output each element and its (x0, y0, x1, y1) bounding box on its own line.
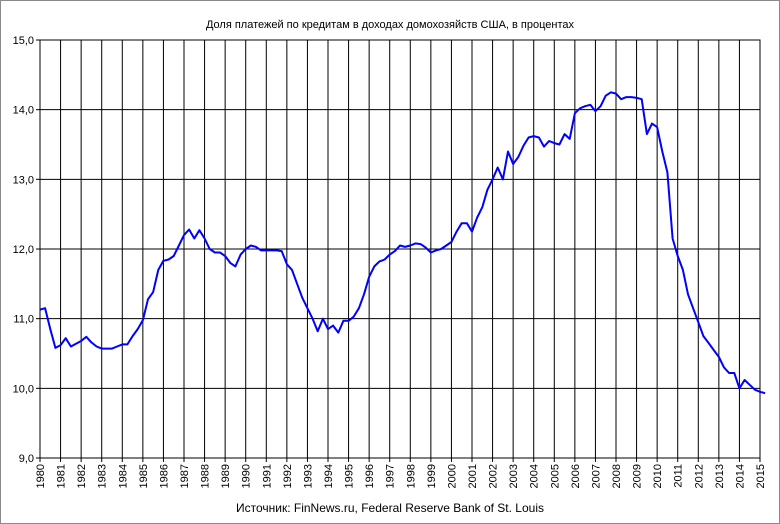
x-tick-label: 2007 (590, 464, 602, 488)
y-tick-label: 13,0 (13, 174, 34, 186)
x-tick-label: 1982 (76, 464, 88, 488)
x-tick-label: 1999 (426, 464, 438, 488)
x-tick-label: 1997 (385, 464, 397, 488)
y-tick-label: 15,0 (13, 35, 34, 47)
x-tick-label: 1991 (261, 464, 273, 488)
x-tick-label: 1992 (282, 464, 294, 488)
x-tick-label: 2014 (734, 464, 746, 488)
x-tick-label: 1981 (56, 464, 68, 488)
x-tick-label: 2001 (467, 464, 479, 488)
chart-source: Источник: FinNews.ru, Federal Reserve Ba… (236, 501, 544, 515)
x-tick-label: 1996 (364, 464, 376, 488)
series-line (39, 91, 766, 395)
x-tick-label: 1994 (323, 464, 335, 488)
x-tick-label: 2006 (570, 464, 582, 488)
x-tick-label: 2002 (488, 464, 500, 488)
x-tick-label: 2015 (755, 464, 767, 488)
x-tick-label: 1998 (405, 464, 417, 488)
x-tick-label: 2010 (652, 464, 664, 488)
x-axis: 1980 1981 1982 1983 1984 1985 1986 1987 1988 1989… (35, 458, 767, 488)
y-axis: 9,0 10,0 11,0 12,0 13,0 14,0 15,0 (13, 35, 40, 465)
x-tick-label: 1987 (179, 464, 191, 488)
series-layer (39, 91, 766, 395)
x-tick-label: 1989 (220, 464, 232, 488)
x-tick-label: 1993 (302, 464, 314, 488)
x-tick-label: 2011 (673, 464, 685, 488)
chart-title: Доля платежей по кредитам в доходах домо… (206, 19, 575, 31)
x-tick-label: 2000 (446, 464, 458, 488)
grid (40, 40, 760, 458)
x-tick-label: 1980 (35, 464, 47, 488)
x-tick-label: 1983 (97, 464, 109, 488)
y-tick-label: 11,0 (13, 314, 34, 326)
x-tick-label: 1988 (200, 464, 212, 488)
x-tick-label: 2012 (693, 464, 705, 488)
y-tick-label: 14,0 (13, 105, 34, 117)
x-tick-label: 2013 (714, 464, 726, 488)
x-tick-label: 1985 (138, 464, 150, 488)
x-tick-label: 2003 (508, 464, 520, 488)
x-tick-label: 1990 (241, 464, 253, 488)
x-tick-label: 2004 (529, 464, 541, 488)
x-tick-label: 2008 (611, 464, 623, 488)
x-tick-label: 2005 (549, 464, 561, 488)
x-tick-label: 1995 (344, 464, 356, 488)
x-tick-label: 2009 (632, 464, 644, 488)
y-tick-label: 9,0 (19, 453, 34, 465)
y-tick-label: 10,0 (13, 383, 34, 395)
x-tick-label: 1984 (117, 464, 129, 488)
x-tick-label: 1986 (158, 464, 170, 488)
y-tick-label: 12,0 (13, 244, 34, 256)
